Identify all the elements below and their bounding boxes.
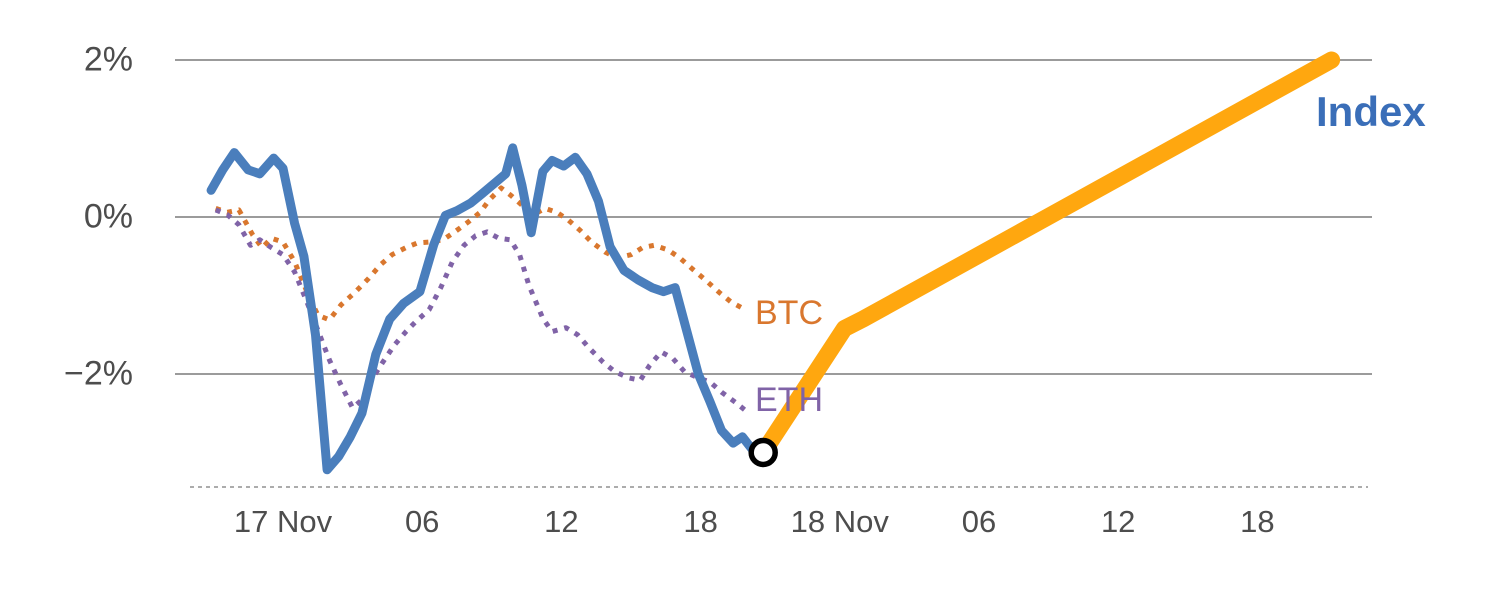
y-tick-label: 2% [83, 40, 133, 79]
x-tick-label: 18 [683, 504, 718, 539]
series-line-btc [214, 185, 744, 323]
current-point-marker [748, 437, 778, 468]
x-tick-label: 12 [544, 504, 579, 539]
x-tick-label: 06 [404, 504, 440, 539]
x-tick-label: 18 [1240, 504, 1275, 539]
x-tick-label: 06 [961, 504, 997, 539]
series-label-eth: ETH [755, 381, 823, 419]
series-label-btc: BTC [755, 294, 823, 332]
series-line-eth [214, 207, 749, 414]
x-tick-label: 18 Nov [790, 504, 889, 539]
series-label-index: Index [1316, 88, 1426, 135]
series-line-index-projection [754, 51, 1341, 461]
x-tick-label: 17 Nov [233, 504, 333, 539]
y-tick-label: 0% [83, 197, 133, 236]
x-tick-label: 12 [1100, 504, 1136, 539]
y-tick-label: −2% [64, 354, 133, 393]
series-line-index [206, 143, 766, 475]
